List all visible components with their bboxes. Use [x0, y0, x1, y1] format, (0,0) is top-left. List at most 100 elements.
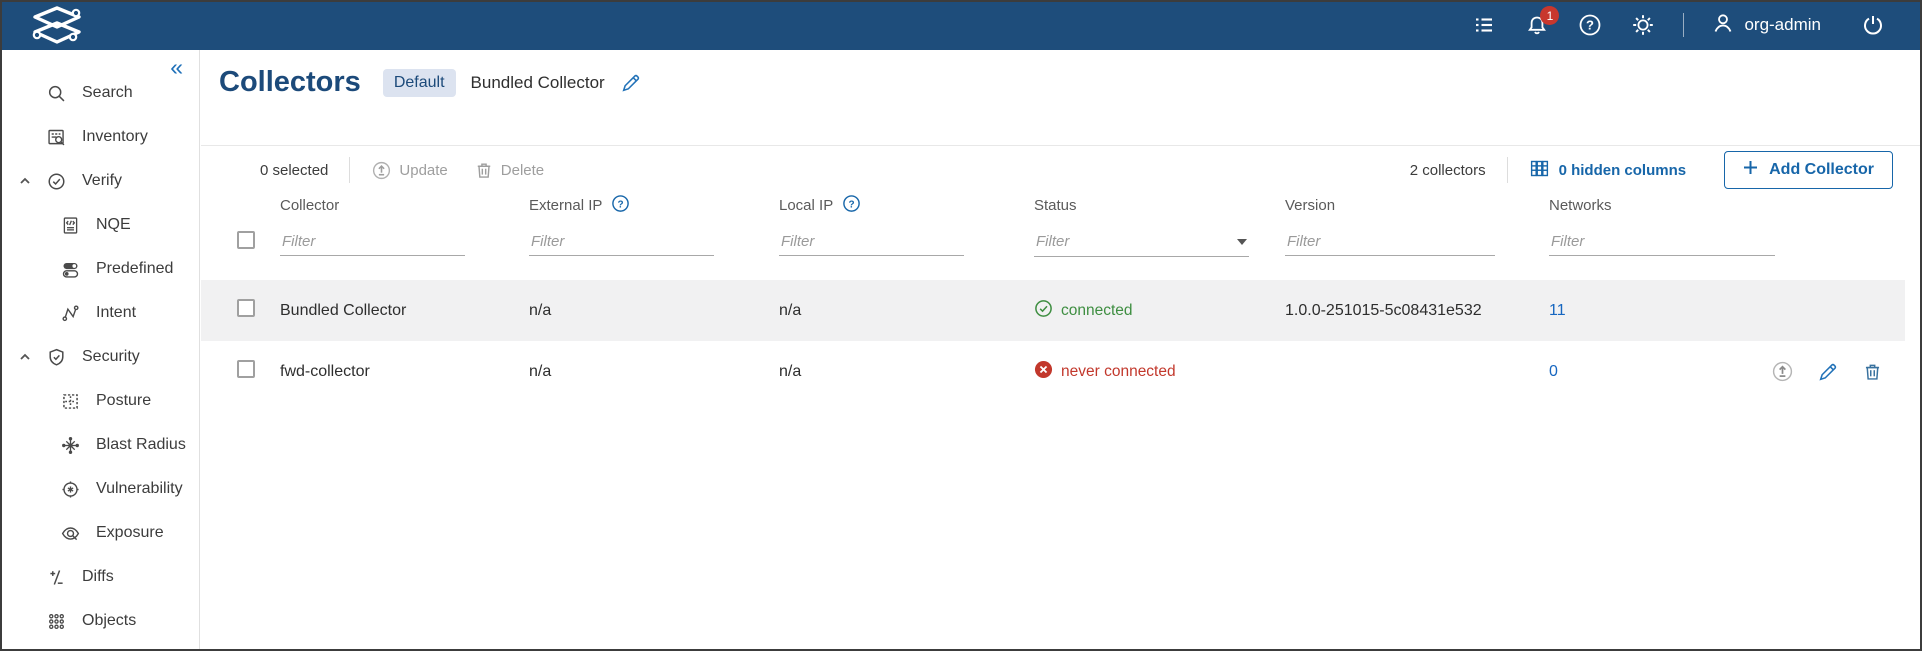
svg-text:?: ?: [618, 199, 624, 210]
sidebar-collapse-icon[interactable]: «: [170, 54, 183, 80]
page-title: Collectors: [219, 66, 361, 98]
sidebar-item-label: Security: [82, 348, 140, 365]
collector-name-cell: fwd-collector: [280, 362, 370, 380]
sidebar-item-label: Search: [82, 84, 133, 101]
topbar-actions: 1 ?: [1471, 6, 1922, 40]
sidebar-item-nqe[interactable]: NQE: [0, 203, 199, 247]
vulnerability-icon: [58, 477, 82, 501]
settings-icon[interactable]: [1630, 12, 1656, 38]
filter-input-status[interactable]: [1034, 227, 1237, 256]
sidebar-item-blast-radius[interactable]: Blast Radius: [0, 423, 199, 467]
filter-input-external-ip[interactable]: [529, 228, 714, 256]
notifications-bell-icon[interactable]: 1: [1524, 6, 1560, 38]
status-label: never connected: [1061, 362, 1176, 380]
update-button[interactable]: Update: [371, 160, 448, 181]
column-header-networks: Networks: [1549, 196, 1612, 214]
sidebar-item-intent[interactable]: Intent: [0, 291, 199, 335]
sidebar-item-objects[interactable]: Objects: [0, 599, 199, 643]
power-icon[interactable]: [1860, 12, 1886, 38]
dropdown-caret-icon[interactable]: [1237, 238, 1247, 245]
sidebar-item-label: Blast Radius: [96, 436, 186, 453]
diffs-icon: [44, 565, 68, 589]
column-header-status: Status: [1034, 196, 1077, 214]
sidebar-item-posture[interactable]: Posture: [0, 379, 199, 423]
toolbar-right: 2 collectors 0 hidden columns: [1410, 151, 1922, 189]
delete-button-label: Delete: [500, 161, 545, 179]
sidebar-item-label: Exposure: [96, 524, 164, 541]
external-ip-cell: n/a: [529, 301, 552, 319]
sidebar-item-label: Diffs: [82, 568, 114, 585]
sidebar-item-security[interactable]: Security: [0, 335, 199, 379]
row-checkbox[interactable]: [237, 360, 255, 378]
table-row: Bundled Collector n/a n/a connected 1.0.…: [201, 280, 1905, 341]
select-all-checkbox[interactable]: [237, 230, 255, 249]
delete-button[interactable]: Delete: [474, 160, 544, 180]
hidden-columns-label: 0 hidden columns: [1558, 161, 1687, 179]
collector-name-cell: Bundled Collector: [280, 301, 407, 319]
user-name-label: org-admin: [1744, 15, 1821, 34]
sidebar-item-search[interactable]: Search: [0, 71, 199, 115]
notification-count-badge: 1: [1540, 6, 1560, 25]
sidebar-item-label: Vulnerability: [96, 480, 183, 497]
add-collector-label: Add Collector: [1769, 161, 1874, 178]
filter-input-local-ip[interactable]: [779, 228, 964, 256]
table-toolbar: 0 selected Update Delete 2 co: [201, 146, 1922, 194]
status-cell: connected: [1034, 299, 1285, 323]
inventory-icon: [44, 125, 68, 149]
help-icon[interactable]: ?: [1577, 12, 1603, 38]
chevron-up-icon[interactable]: [18, 350, 44, 364]
main-content: Collectors Default Bundled Collector 0 s…: [201, 50, 1922, 651]
top-bar: 1 ?: [0, 0, 1922, 50]
sidebar-item-inventory[interactable]: Inventory: [0, 115, 199, 159]
edit-collector-icon[interactable]: [1817, 361, 1839, 383]
exposure-icon: [58, 521, 82, 545]
external-ip-cell: n/a: [529, 362, 552, 380]
sidebar-item-label: Inventory: [82, 128, 148, 145]
collectors-count-label: 2 collectors: [1409, 161, 1486, 179]
sidebar-item-label: Verify: [82, 172, 123, 189]
view-list-icon[interactable]: [1471, 12, 1497, 38]
row-actions: [1771, 360, 1905, 383]
sidebar-item-label: Posture: [96, 392, 152, 409]
sidebar-item-label: Predefined: [96, 260, 174, 277]
topbar-separator: [1683, 13, 1685, 37]
table-row: fwd-collector n/a n/a never connected 0: [201, 341, 1905, 402]
sidebar-item-exposure[interactable]: Exposure: [0, 511, 199, 555]
svg-text:?: ?: [1586, 18, 1594, 33]
toolbar-divider: [349, 157, 351, 183]
chevron-up-icon[interactable]: [18, 174, 44, 188]
user-menu[interactable]: org-admin: [1711, 11, 1821, 40]
posture-icon: [58, 389, 82, 413]
column-header-external-ip: External IP ?: [529, 194, 779, 217]
sidebar: « Search: [0, 50, 200, 651]
forward-networks-logo-icon[interactable]: [26, 4, 88, 46]
table-header-row: Collector External IP ? Local IP ? Statu…: [201, 190, 1905, 220]
update-collector-icon[interactable]: [1771, 360, 1794, 383]
sidebar-item-vulnerability[interactable]: Vulnerability: [0, 467, 199, 511]
selected-count-label: 0 selected: [260, 161, 329, 179]
hidden-columns-button[interactable]: 0 hidden columns: [1529, 158, 1687, 183]
filter-input-networks[interactable]: [1549, 228, 1775, 256]
add-collector-button[interactable]: Add Collector: [1724, 151, 1893, 189]
networks-count-link[interactable]: 11: [1549, 301, 1566, 319]
filter-select-status[interactable]: [1034, 227, 1249, 257]
filter-input-version[interactable]: [1285, 228, 1495, 256]
sidebar-item-diffs[interactable]: Diffs: [0, 555, 199, 599]
help-icon[interactable]: ?: [842, 194, 861, 217]
blast-radius-icon: [58, 433, 82, 457]
filter-input-collector[interactable]: [280, 228, 465, 256]
help-icon[interactable]: ?: [611, 194, 630, 217]
header-divider: [201, 145, 1922, 146]
columns-icon: [1529, 158, 1550, 183]
table-filter-row: [201, 222, 1905, 262]
verify-icon: [44, 169, 68, 193]
row-checkbox[interactable]: [237, 299, 255, 317]
delete-collector-icon[interactable]: [1862, 361, 1883, 382]
sidebar-item-predefined[interactable]: Predefined: [0, 247, 199, 291]
sidebar-item-verify[interactable]: Verify: [0, 159, 199, 203]
edit-collector-name-icon[interactable]: [620, 72, 642, 94]
sidebar-item-label: NQE: [96, 216, 131, 233]
svg-text:?: ?: [849, 199, 855, 210]
networks-count-link[interactable]: 0: [1549, 362, 1558, 380]
local-ip-cell: n/a: [779, 301, 802, 319]
